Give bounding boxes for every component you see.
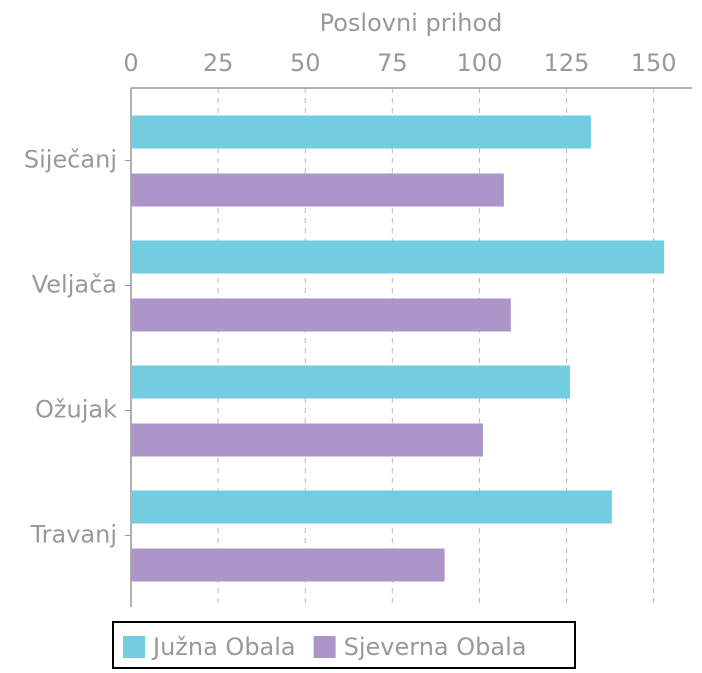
legend-label: Južna Obala [151, 633, 296, 661]
legend-label: Sjeverna Obala [344, 633, 527, 661]
y-tick-label: Siječanj [24, 146, 117, 174]
bar [131, 115, 591, 149]
y-tick-label: Travanj [30, 521, 118, 549]
x-tick-label: 100 [457, 49, 503, 77]
x-tick-label: 150 [631, 49, 677, 77]
y-tick-label: Veljača [32, 271, 117, 299]
x-tick-label: 125 [544, 49, 590, 77]
legend-swatch [123, 636, 145, 658]
bar [131, 298, 511, 332]
bar [131, 423, 483, 457]
legend-swatch [313, 636, 336, 658]
bar [131, 240, 665, 274]
x-tick-label: 25 [203, 49, 234, 77]
bar [131, 490, 612, 524]
x-tick-label: 75 [377, 49, 408, 77]
bar [131, 365, 571, 399]
x-axis-label: Poslovni prihod [320, 9, 503, 37]
y-tick-label: Ožujak [35, 396, 117, 424]
x-tick-label: 50 [290, 49, 321, 77]
legend-box [112, 621, 576, 669]
x-tick-label: 0 [123, 49, 138, 77]
bar [131, 548, 445, 582]
bar [131, 173, 504, 207]
